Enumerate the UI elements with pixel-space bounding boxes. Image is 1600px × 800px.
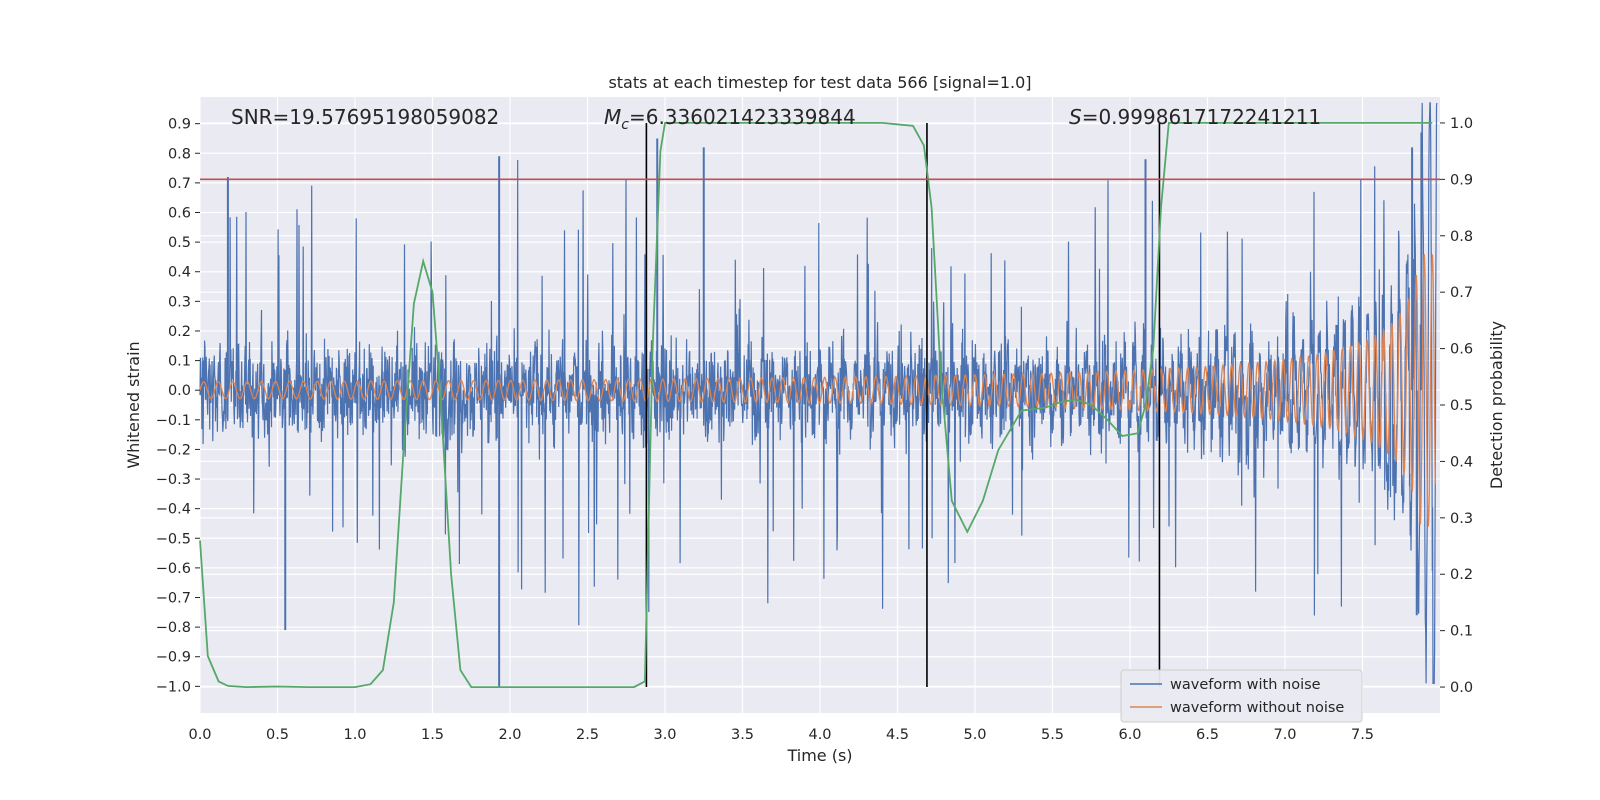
y-tick-label: 0.1 [168, 354, 191, 370]
score-annotation: S=0.9998617172241211 [1069, 105, 1321, 129]
y2-tick-label: 0.6 [1450, 342, 1473, 358]
chart-title: stats at each timestep for test data 566… [608, 73, 1031, 92]
y-tick-label: −1.0 [156, 679, 191, 695]
y2-tick-label: 0.4 [1450, 454, 1473, 470]
y-tick-label: 0.9 [168, 117, 191, 133]
chirp-mass-symbol: M [604, 105, 621, 129]
y-tick-label: 0.8 [168, 146, 191, 162]
x-tick-label: 1.0 [343, 727, 366, 743]
y-axis-ticks: 0.9 0.8 0.7 0.6 0.5 0.4 0.3 0.2 0.1 0.0 −0.1 −0.2 −0… [156, 117, 200, 695]
x-tick-label: 5.0 [963, 727, 986, 743]
y-tick-label: −0.2 [156, 442, 191, 458]
score-value: =0.9998617172241211 [1082, 105, 1321, 129]
y-tick-label: −0.4 [156, 502, 191, 518]
x-axis-label: Time (s) [786, 746, 852, 765]
x-tick-label: 3.0 [653, 727, 676, 743]
x-axis-ticks: 0.0 0.5 1.0 1.5 2.0 2.5 3.0 3.5 4.0 4.5 5.0 5.5 6.0 6… [188, 727, 1374, 743]
y-tick-label: 0.4 [168, 265, 191, 281]
y-tick-label: 0.7 [168, 176, 191, 192]
y-tick-label: −0.8 [156, 620, 191, 636]
x-tick-label: 4.0 [808, 727, 831, 743]
y2-axis-ticks: 1.0 0.9 0.8 0.7 0.6 0.5 0.4 0.3 0.2 0.1 0.0 [1440, 116, 1473, 696]
x-tick-label: 1.5 [421, 727, 444, 743]
y-axis-label: Whitened strain [124, 341, 143, 468]
y2-tick-label: 0.3 [1450, 511, 1473, 527]
series-waveform-without-noise [199, 254, 1436, 527]
y2-tick-label: 1.0 [1450, 116, 1473, 132]
x-tick-label: 5.5 [1041, 727, 1064, 743]
series-detection-probability [199, 122, 1433, 689]
x-tick-label: 2.0 [498, 727, 521, 743]
y2-tick-label: 0.1 [1450, 624, 1473, 640]
y-tick-label: 0.2 [168, 324, 191, 340]
y-tick-label: 0.3 [168, 294, 191, 310]
probability-line [199, 122, 1433, 689]
y-tick-label: 0.0 [168, 383, 191, 399]
x-tick-label: 6.5 [1196, 727, 1219, 743]
y2-tick-label: 0.8 [1450, 229, 1473, 245]
x-tick-label: 0.0 [188, 727, 211, 743]
chirp-mass-value: =6.336021423339844 [629, 105, 856, 129]
x-tick-label: 7.5 [1351, 727, 1374, 743]
y-tick-label: 0.6 [168, 206, 191, 222]
x-tick-label: 0.5 [266, 727, 289, 743]
x-tick-label: 3.5 [731, 727, 754, 743]
chirp-mass-annotation: Mc=6.336021423339844 [604, 105, 856, 133]
y2-axis-label: Detection probability [1487, 321, 1506, 489]
y-tick-label: −0.6 [156, 561, 191, 577]
y2-tick-label: 0.7 [1450, 285, 1473, 301]
y2-tick-label: 0.0 [1450, 680, 1473, 696]
legend: waveform with noise waveform without noi… [1120, 669, 1363, 723]
legend-box [1120, 669, 1363, 723]
legend-label-noise: waveform with noise [1170, 677, 1321, 693]
y-tick-label: −0.3 [156, 472, 191, 488]
x-tick-label: 7.0 [1273, 727, 1296, 743]
x-tick-label: 4.5 [886, 727, 909, 743]
y-tick-label: −0.5 [156, 531, 191, 547]
snr-annotation: SNR=19.57695198059082 [231, 105, 499, 129]
clean-waveform-line [199, 254, 1436, 527]
y-tick-label: −0.7 [156, 591, 191, 607]
y-tick-label: 0.5 [168, 235, 191, 251]
x-tick-label: 6.0 [1118, 727, 1141, 743]
y-tick-label: −0.1 [156, 413, 191, 429]
score-symbol: S [1069, 105, 1082, 129]
x-tick-label: 2.5 [576, 727, 599, 743]
y2-tick-label: 0.5 [1450, 398, 1473, 414]
chirp-mass-subscript: c [621, 117, 629, 133]
y2-tick-label: 0.9 [1450, 172, 1473, 188]
y2-tick-label: 0.2 [1450, 567, 1473, 583]
legend-label-clean: waveform without noise [1170, 700, 1344, 716]
y-tick-label: −0.9 [156, 650, 191, 666]
